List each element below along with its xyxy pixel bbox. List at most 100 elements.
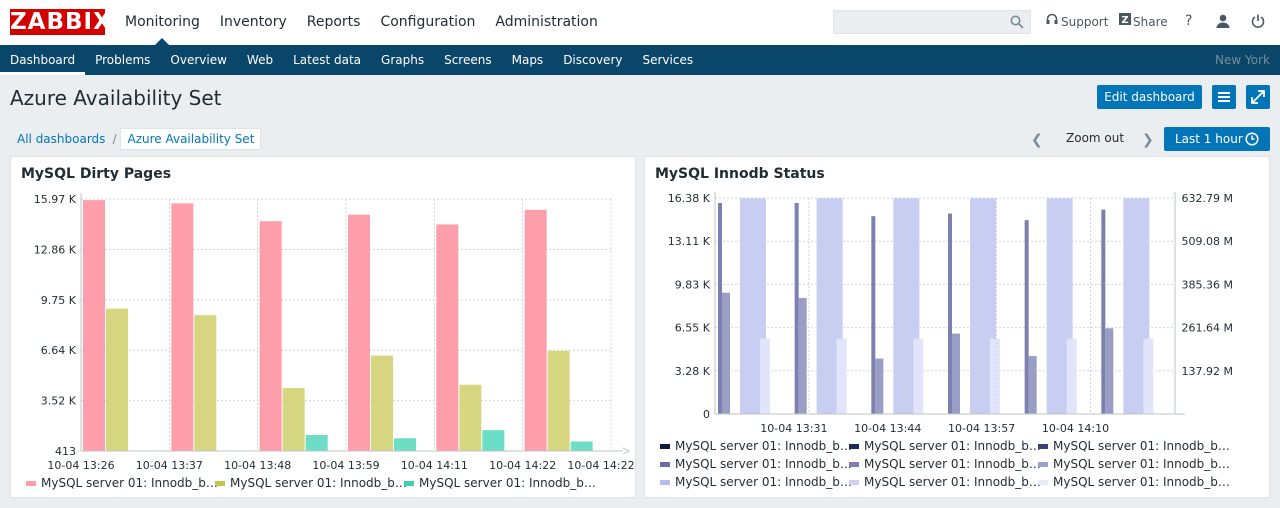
menu-monitoring[interactable]: Monitoring bbox=[115, 0, 210, 45]
x-tick-label: 10-04 14:22 bbox=[567, 459, 634, 472]
legend-swatch bbox=[660, 461, 670, 467]
user-profile-icon[interactable] bbox=[1216, 14, 1230, 28]
legend-swatch bbox=[660, 479, 670, 485]
dirty-pages-chart: 15.97 K12.86 K9.75 K6.64 K3.52 K41310-04… bbox=[34, 193, 635, 472]
help-icon[interactable]: ? bbox=[1185, 13, 1193, 29]
submenu-overview[interactable]: Overview bbox=[170, 53, 227, 67]
bar bbox=[348, 214, 370, 451]
y-tick-label-left: 9.83 K bbox=[675, 278, 711, 291]
legend-item: MySQL server 01: Innodb_b… bbox=[1038, 457, 1230, 471]
y-tick-label-right: 385.36 M bbox=[1182, 278, 1233, 291]
bar bbox=[952, 333, 960, 414]
bar bbox=[798, 297, 807, 414]
x-tick-label: 10-04 13:37 bbox=[136, 459, 203, 472]
time-forward-icon[interactable]: ❯ bbox=[1142, 132, 1154, 148]
bar bbox=[371, 355, 393, 451]
x-tick-label: 10-04 14:22 bbox=[489, 459, 556, 472]
sign-out-icon[interactable] bbox=[1251, 14, 1265, 28]
bar bbox=[524, 209, 547, 451]
y-tick-label-left: 13.11 K bbox=[668, 235, 711, 248]
bar bbox=[871, 216, 876, 414]
innodb-status-chart: 16.38 K 13.11 K 9.83 K 6.55 K 3.28 K 0 632.79 … bbox=[668, 192, 1233, 435]
zabbix-share-icon: Z bbox=[1119, 13, 1131, 25]
menu-icon bbox=[1218, 92, 1230, 102]
legend-swatch bbox=[1038, 479, 1048, 485]
legend-swatch bbox=[849, 461, 859, 467]
zoom-out-button[interactable]: Zoom out bbox=[1066, 131, 1125, 145]
widget-title: MySQL Innodb Status bbox=[655, 166, 825, 182]
submenu-maps[interactable]: Maps bbox=[511, 53, 544, 67]
menu-inventory[interactable]: Inventory bbox=[219, 14, 287, 30]
bar bbox=[259, 221, 282, 451]
submenu-screens[interactable]: Screens bbox=[444, 53, 492, 67]
server-location: New York bbox=[1215, 53, 1270, 67]
submenu-latest-data[interactable]: Latest data bbox=[293, 53, 362, 67]
bar bbox=[459, 384, 482, 451]
legend-item: MySQL server 01: Innodb_b… bbox=[1038, 475, 1230, 489]
submenu-dashboard[interactable]: Dashboard bbox=[0, 45, 86, 75]
time-back-icon[interactable]: ❮ bbox=[1031, 132, 1043, 148]
legend-swatch bbox=[660, 443, 670, 449]
breadcrumb-all-dashboards[interactable]: All dashboards bbox=[17, 132, 106, 146]
legend-label: MySQL server 01: Innodb_b… bbox=[1053, 439, 1230, 453]
fullscreen-button[interactable] bbox=[1246, 85, 1270, 109]
bar bbox=[1028, 355, 1037, 414]
x-tick-label: 10-04 13:44 bbox=[854, 422, 921, 435]
search-icon[interactable] bbox=[1010, 15, 1024, 29]
submenu-graphs[interactable]: Graphs bbox=[381, 53, 425, 67]
y-tick-label: 3.52 K bbox=[41, 395, 77, 408]
bar bbox=[305, 435, 328, 451]
submenu-discovery[interactable]: Discovery bbox=[563, 53, 623, 67]
x-tick-label: 10-04 14:11 bbox=[401, 459, 468, 472]
legend-item: MySQL server 01: Innodb_b… bbox=[849, 475, 1041, 489]
x-tick-label: 10-04 13:57 bbox=[948, 422, 1015, 435]
submenu-web[interactable]: Web bbox=[246, 53, 274, 67]
x-tick-label: 10-04 13:31 bbox=[760, 422, 827, 435]
time-period-label: Last 1 hour bbox=[1175, 132, 1243, 146]
menu-configuration[interactable]: Configuration bbox=[380, 14, 476, 30]
bar bbox=[171, 203, 194, 451]
sub-menu-bar: Dashboard Problems Overview Web Latest d… bbox=[0, 45, 1280, 75]
legend-label: MySQL server 01: Innodb_b… bbox=[675, 475, 852, 489]
expand-icon bbox=[1251, 90, 1265, 104]
submenu-services[interactable]: Services bbox=[642, 53, 694, 67]
x-axis-arrow bbox=[622, 447, 631, 455]
y-tick-label-left: 6.55 K bbox=[675, 322, 711, 335]
share-link[interactable]: Share bbox=[1133, 15, 1168, 29]
legend-swatch bbox=[1038, 443, 1048, 449]
bar bbox=[482, 430, 505, 451]
x-tick-label: 10-04 13:26 bbox=[47, 459, 114, 472]
legend-label: MySQL server 01: Innodb_b… bbox=[864, 475, 1041, 489]
y-tick-label-right: 632.79 M bbox=[1182, 192, 1233, 205]
menu-reports[interactable]: Reports bbox=[306, 14, 361, 30]
legend-item: MySQL server 01: Innodb_b… bbox=[404, 476, 596, 490]
y-tick-label: 9.75 K bbox=[41, 294, 77, 307]
x-tick-label: 10-04 13:59 bbox=[312, 459, 379, 472]
widget-mysql-innodb-status: MySQL Innodb Status 16.38 K 13.11 K 9.83 K… bbox=[644, 156, 1270, 498]
bar bbox=[718, 203, 722, 414]
legend-item: MySQL server 01: Innodb_b… bbox=[26, 476, 218, 490]
breadcrumb: All dashboards / Azure Availability Set bbox=[10, 128, 262, 150]
bar bbox=[394, 438, 416, 451]
y-tick-label-left: 0 bbox=[703, 408, 710, 421]
bar bbox=[722, 292, 730, 414]
legend-item: MySQL server 01: Innodb_b… bbox=[660, 439, 852, 453]
legend-swatch bbox=[1038, 461, 1048, 467]
edit-dashboard-button[interactable]: Edit dashboard bbox=[1097, 85, 1202, 109]
support-link[interactable]: Support bbox=[1061, 15, 1109, 29]
dashboard-actions-button[interactable] bbox=[1212, 85, 1236, 109]
breadcrumb-current[interactable]: Azure Availability Set bbox=[120, 128, 262, 150]
legend-label: MySQL server 01: Innodb_b… bbox=[230, 476, 407, 490]
legend-swatch bbox=[849, 443, 859, 449]
legend-swatch bbox=[26, 480, 36, 486]
time-period-button[interactable]: Last 1 hour bbox=[1164, 127, 1270, 151]
clock-icon bbox=[1245, 132, 1259, 146]
submenu-problems[interactable]: Problems bbox=[95, 53, 151, 67]
menu-administration[interactable]: Administration bbox=[495, 14, 598, 30]
bar bbox=[990, 338, 1000, 414]
search-input[interactable] bbox=[833, 10, 1031, 34]
y-tick-label: 15.97 K bbox=[34, 193, 77, 206]
bar bbox=[948, 213, 952, 414]
svg-text:Z: Z bbox=[1121, 15, 1128, 25]
zabbix-logo[interactable]: ZABBIX bbox=[10, 9, 112, 35]
